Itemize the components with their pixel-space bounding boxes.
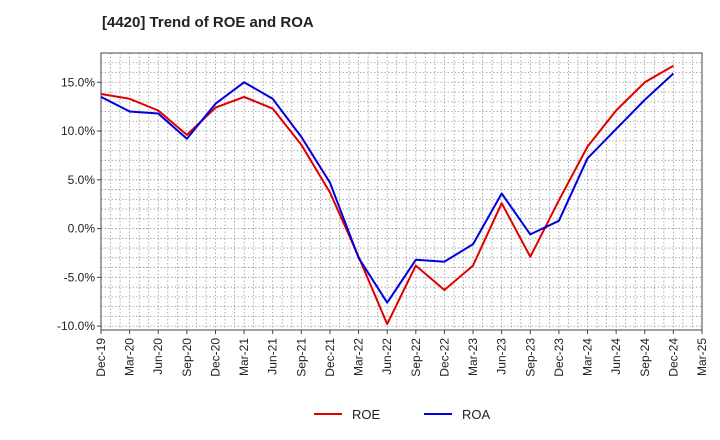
x-tick-label: Mar-22 xyxy=(352,338,366,376)
chart-title: [4420] Trend of ROE and ROA xyxy=(102,14,314,31)
x-tick-label: Mar-23 xyxy=(466,338,480,376)
x-tick-label: Dec-19 xyxy=(94,338,108,377)
x-tick-label: Sep-23 xyxy=(523,338,537,377)
x-tick-label: Sep-22 xyxy=(409,338,423,377)
x-tick-label: Sep-21 xyxy=(294,338,308,377)
x-tick-label: Dec-24 xyxy=(666,338,680,377)
grid-lines xyxy=(101,52,702,330)
x-tick-label: Mar-24 xyxy=(581,338,595,376)
series-line-roa xyxy=(100,72,675,304)
x-tick-label: Sep-20 xyxy=(180,338,194,377)
legend: ROE ROA xyxy=(314,407,491,422)
series-lines xyxy=(100,64,675,326)
x-tick-label: Dec-23 xyxy=(552,338,566,377)
plot-frame xyxy=(100,52,703,331)
y-tick-label: 5.0% xyxy=(68,173,96,187)
x-tick-label: Jun-23 xyxy=(495,338,509,375)
y-tick-label: 0.0% xyxy=(68,222,96,236)
y-tick-label: -5.0% xyxy=(64,270,96,284)
y-axis: -10.0% -5.0% 0.0% 5.0% 10.0% 15.0% xyxy=(57,75,101,333)
x-tick-label: Mar-21 xyxy=(237,338,251,376)
x-tick-label: Dec-21 xyxy=(323,338,337,377)
legend-label-roa: ROA xyxy=(462,407,491,422)
y-tick-label: -10.0% xyxy=(57,319,95,333)
x-tick-label: Jun-20 xyxy=(151,338,165,375)
x-axis: Dec-19 Mar-20 Jun-20 Sep-20 Dec-20 Mar-21 Jun-… xyxy=(94,330,709,377)
x-tick-label: Dec-22 xyxy=(437,338,451,377)
x-tick-label: Jun-24 xyxy=(609,338,623,375)
y-tick-label: 10.0% xyxy=(61,124,95,138)
x-tick-label: Mar-20 xyxy=(123,338,137,376)
x-tick-label: Sep-24 xyxy=(638,338,652,377)
x-tick-label: Dec-20 xyxy=(208,338,222,377)
x-tick-label: Jun-22 xyxy=(380,338,394,375)
legend-label-roe: ROE xyxy=(352,407,381,422)
x-tick-label: Jun-21 xyxy=(266,338,280,375)
y-tick-label: 15.0% xyxy=(61,75,95,89)
x-tick-label: Mar-25 xyxy=(695,338,709,376)
